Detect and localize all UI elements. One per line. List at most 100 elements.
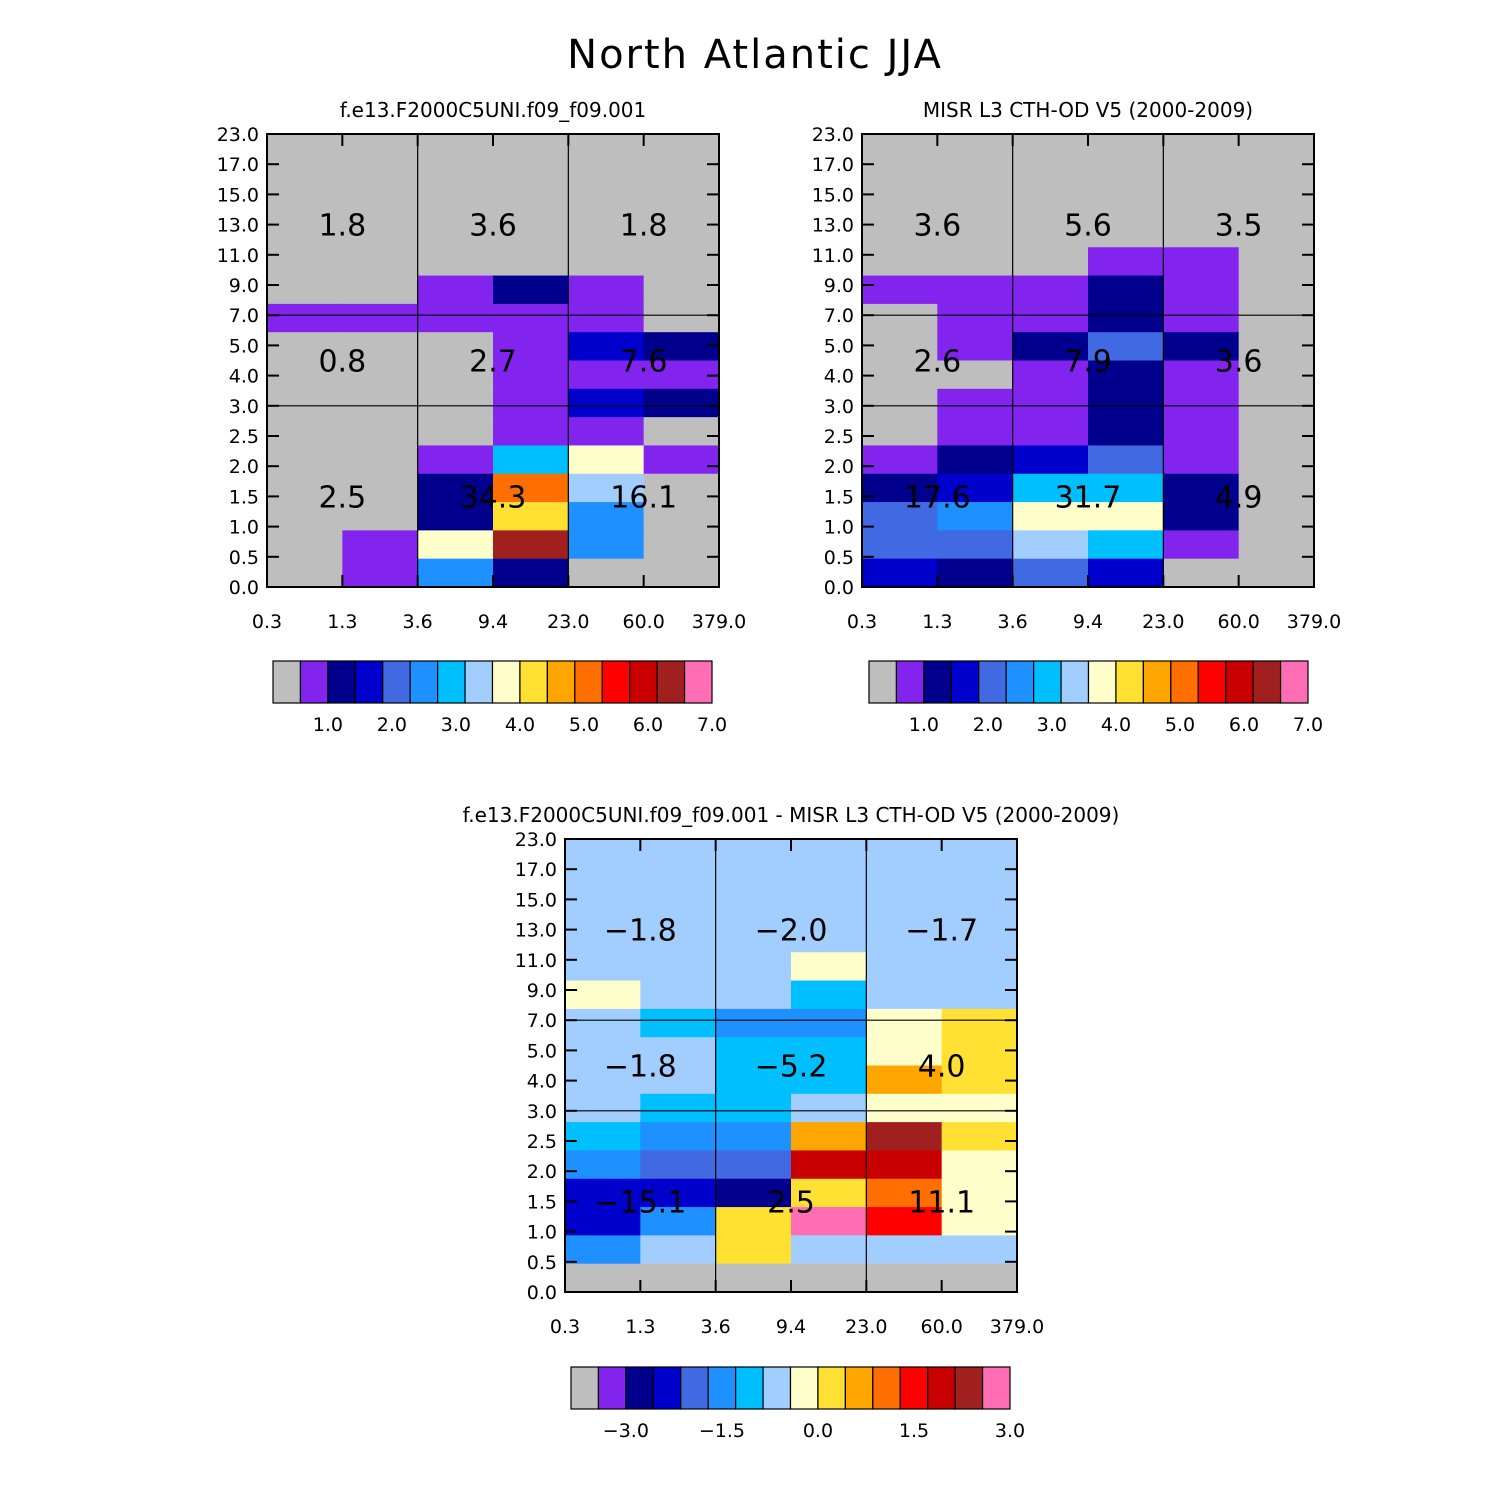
heatmap-cell <box>791 923 867 953</box>
heatmap-cell <box>941 1178 1018 1208</box>
heatmap-cell <box>862 275 938 305</box>
heatmap-cell <box>568 275 645 305</box>
y-tick-label: 13.0 <box>515 920 557 942</box>
block-value: 2.7 <box>469 345 517 380</box>
heatmap-cell <box>267 162 343 192</box>
x-tick-label: 0.3 <box>550 1316 580 1338</box>
heatmap-cell <box>493 473 569 503</box>
heatmap-cell <box>715 1122 792 1152</box>
heatmap-cell <box>643 502 720 531</box>
y-tick-label: 7.0 <box>527 1010 557 1032</box>
colorbar-box <box>707 1366 737 1410</box>
x-tick-label: 0.3 <box>847 611 877 633</box>
heatmap-cell <box>342 502 419 531</box>
colorbar-box <box>656 660 686 704</box>
heatmap-cell <box>791 895 867 925</box>
block-value: 11.1 <box>908 1185 975 1220</box>
main-title: North Atlantic JJA <box>567 32 943 78</box>
y-tick-label: 1.5 <box>229 486 259 508</box>
block-value: 3.6 <box>1215 345 1263 380</box>
colorbar-label: 3.0 <box>441 714 471 736</box>
heatmap-cell <box>1012 530 1089 560</box>
heatmap-cell <box>568 530 645 560</box>
heatmap-cell <box>565 1207 641 1236</box>
colorbar-box <box>409 660 439 704</box>
heatmap-cell <box>862 530 938 560</box>
colorbar-box <box>895 660 925 704</box>
heatmap-cell <box>791 1235 867 1265</box>
heatmap-cell <box>565 1008 641 1038</box>
colorbar-box <box>680 1366 709 1410</box>
y-tick-label: 15.0 <box>217 184 259 206</box>
heatmap-cell <box>862 218 938 248</box>
heatmap-cell <box>866 1235 943 1265</box>
y-tick-label: 9.0 <box>824 275 854 297</box>
heatmap-cell <box>937 218 1014 248</box>
colorbar-box <box>299 660 329 704</box>
heatmap-cell <box>1238 162 1315 192</box>
heatmap-cell <box>1163 247 1240 277</box>
heatmap-cell <box>568 502 645 531</box>
y-tick-label: 1.5 <box>527 1191 557 1213</box>
colorbar-box <box>1225 660 1254 704</box>
block-value: 34.3 <box>460 480 527 515</box>
heatmap-cell <box>941 1235 1018 1265</box>
heatmap-cell <box>1163 218 1240 248</box>
heatmap-cell <box>866 923 943 953</box>
colorbar-box <box>1142 660 1172 704</box>
block-value: 17.6 <box>904 480 971 515</box>
heatmap-cell <box>643 360 720 390</box>
heatmap-cell <box>1012 388 1089 418</box>
colorbar-box <box>546 660 576 704</box>
heatmap-cell <box>640 1122 717 1152</box>
y-tick-label: 2.5 <box>824 426 854 448</box>
heatmap-cell <box>565 839 641 868</box>
heatmap-cell <box>941 980 1018 1010</box>
heatmap-cell <box>267 303 343 333</box>
colorbar-label: 5.0 <box>1165 714 1195 736</box>
block-value: 4.9 <box>1215 480 1263 515</box>
heatmap-cell <box>640 1093 717 1123</box>
heatmap-cell <box>342 445 419 475</box>
x-tick-label: 1.3 <box>327 611 357 633</box>
heatmap-cell <box>267 388 343 418</box>
heatmap-cell <box>1163 445 1240 475</box>
heatmap-cell <box>862 247 938 277</box>
heatmap-cell <box>1012 218 1089 248</box>
heatmap-cell <box>493 445 569 475</box>
colorbar-box <box>1279 660 1309 704</box>
heatmap-cell <box>417 417 494 447</box>
block-value: 2.5 <box>318 480 366 515</box>
colorbar-box <box>1087 660 1117 704</box>
heatmap-cell <box>791 1008 867 1038</box>
heatmap-cell <box>1088 445 1164 475</box>
y-tick-label: 3.0 <box>824 396 854 418</box>
heatmap-cell <box>1088 275 1164 305</box>
colorbar-label: −1.5 <box>699 1420 745 1442</box>
heatmap-cell <box>866 1037 943 1067</box>
plot-difference: f.e13.F2000C5UNI.f09_f09.001 - MISR L3 C… <box>463 803 1120 1442</box>
heatmap-cell <box>937 445 1014 475</box>
y-tick-label: 5.0 <box>527 1040 557 1062</box>
colorbar-box <box>1060 660 1090 704</box>
heatmap-cell <box>937 502 1014 531</box>
x-tick-label: 9.4 <box>478 611 508 633</box>
plot-model: f.e13.F2000C5UNI.f09_f09.001 0.0 0.5 1.0 1.5… <box>217 98 747 736</box>
heatmap-cell <box>568 162 645 192</box>
heatmap-cell <box>1088 134 1164 163</box>
heatmap-cell <box>417 473 494 503</box>
heatmap-cell <box>267 530 343 560</box>
colorbar-label: 5.0 <box>569 714 599 736</box>
block-value: 16.1 <box>610 480 677 515</box>
heatmap-cell <box>1012 162 1089 192</box>
colorbar-box <box>872 1366 901 1410</box>
heatmap-cell <box>1012 247 1089 277</box>
heatmap-cell <box>342 275 419 305</box>
heatmap-cell <box>937 360 1014 390</box>
heatmap-cell <box>866 1207 943 1236</box>
heatmap-cell <box>643 134 720 163</box>
heatmap-cell <box>643 332 720 362</box>
colorbar-label: −3.0 <box>603 1420 649 1442</box>
colorbar-box <box>927 1366 956 1410</box>
heatmap-cell <box>791 1207 867 1236</box>
